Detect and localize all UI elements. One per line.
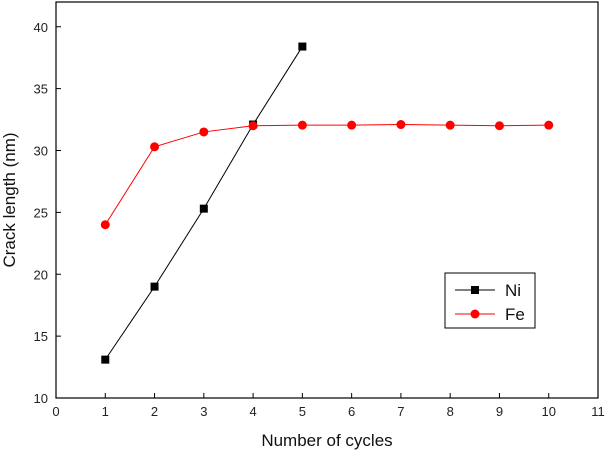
legend-box (444, 272, 536, 329)
series-line-ni (104, 46, 303, 360)
data-point-ni (101, 355, 110, 364)
x-axis-title: Number of cycles (261, 431, 392, 450)
series-layer (100, 42, 554, 364)
data-point-ni (199, 204, 208, 213)
x-tick-label: 1 (102, 404, 109, 419)
x-tick-label: 8 (447, 404, 454, 419)
y-tick-label: 35 (34, 82, 48, 97)
data-point-ni (298, 42, 307, 51)
x-tick-label: 7 (397, 404, 404, 419)
x-tick-label: 2 (151, 404, 158, 419)
plot-frame (55, 1, 599, 399)
y-tick-label: 15 (34, 329, 48, 344)
x-axis-ticks: 0 1 2 3 4 5 6 7 8 9 10 11 (52, 393, 605, 419)
data-point-fe (445, 120, 455, 130)
data-point-ni (150, 282, 159, 291)
x-tick-label: 4 (249, 404, 256, 419)
data-point-fe (297, 120, 307, 130)
legend-label-ni: Ni (505, 281, 521, 300)
x-tick-label: 10 (541, 404, 555, 419)
y-tick-label: 30 (34, 144, 48, 159)
legend-items (455, 286, 495, 319)
x-tick-label: 9 (496, 404, 503, 419)
y-tick-label: 10 (34, 391, 48, 406)
data-point-fe (150, 142, 160, 152)
data-point-fe (199, 127, 209, 137)
x-tick-label: 0 (52, 404, 59, 419)
data-point-fe (396, 120, 406, 130)
x-tick-label: 6 (348, 404, 355, 419)
data-point-fe (347, 120, 357, 130)
x-tick-label: 3 (200, 404, 207, 419)
legend-marker-fe (470, 309, 480, 319)
y-tick-label: 20 (34, 267, 48, 282)
legend: Ni Fe (444, 272, 536, 329)
y-tick-label: 40 (34, 20, 48, 35)
y-axis-title: Crack length (nm) (0, 132, 19, 267)
x-tick-label: 5 (299, 404, 306, 419)
data-point-fe (100, 220, 110, 230)
y-tick-label: 25 (34, 205, 48, 220)
legend-marker-ni (471, 286, 479, 294)
legend-label-fe: Fe (505, 305, 525, 324)
x-tick-label: 11 (591, 404, 605, 419)
data-point-fe (494, 121, 504, 131)
y-axis-ticks: 10 15 20 25 30 35 40 (34, 20, 61, 406)
series-line-fe (104, 124, 549, 226)
data-point-fe (544, 120, 554, 130)
data-point-fe (248, 121, 258, 131)
